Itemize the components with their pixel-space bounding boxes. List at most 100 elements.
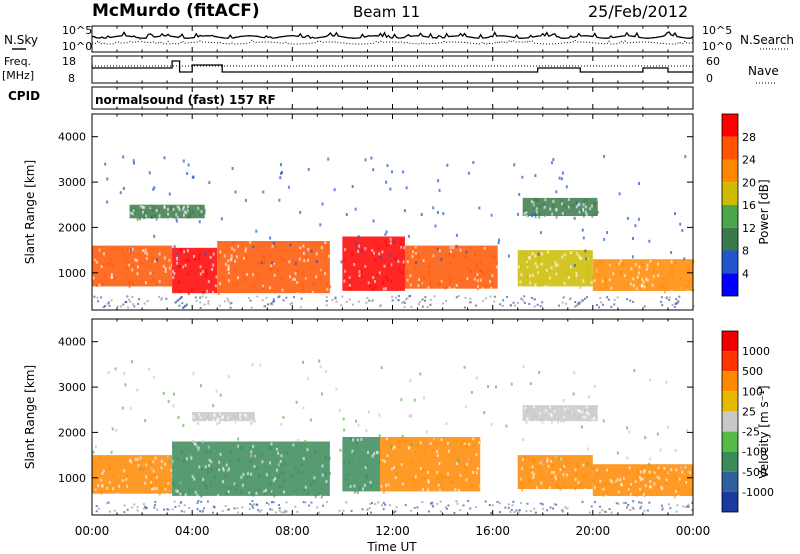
velocity-speckle: [204, 418, 207, 422]
velocity-scatter: [227, 375, 230, 379]
power-ground-scatter: [584, 297, 586, 300]
velocity-speckle: [546, 457, 549, 461]
power-speckle: [573, 273, 576, 277]
velocity-ground-scatter: [392, 511, 395, 514]
power-speckle: [111, 263, 114, 267]
velocity-speckle: [557, 420, 559, 424]
power-speckle: [183, 250, 186, 254]
velocity-speckle: [525, 420, 528, 424]
velocity-scatter: [302, 360, 305, 364]
velocity-speckle: [283, 479, 286, 483]
velocity-speckle: [166, 479, 169, 483]
velocity-scatter: [686, 429, 689, 433]
power-speckle: [400, 245, 403, 249]
power-speckle: [142, 249, 144, 253]
power-tick-label: 12: [742, 222, 756, 235]
velocity-speckle: [398, 439, 401, 443]
velocity-scatter: [304, 440, 307, 444]
power-scatter: [163, 156, 166, 160]
velocity-ground-scatter: [643, 509, 646, 512]
power-ground-scatter: [104, 305, 106, 307]
velocity-scatter: [529, 382, 532, 386]
velocity-ground-scatter: [507, 506, 510, 509]
velocity-speckle: [392, 446, 395, 450]
velocity-scatter: [129, 407, 132, 411]
power-speckle: [294, 277, 296, 281]
power-ground-scatter: [366, 297, 369, 299]
power-ground-scatter: [406, 297, 409, 300]
power-speckle: [619, 259, 622, 263]
power-speckle: [584, 215, 587, 219]
power-speckle: [662, 284, 665, 287]
velocity-ground-scatter: [196, 501, 199, 504]
power-ground-scatter: [455, 296, 458, 299]
velocity-speckle: [345, 477, 348, 481]
power-scatter: [234, 190, 237, 194]
velocity-ground-scatter: [188, 507, 191, 509]
velocity-speckle: [371, 454, 374, 458]
velocity-speckle: [380, 484, 383, 488]
power-speckle: [212, 252, 215, 256]
power-ground-scatter: [539, 305, 542, 308]
power-speckle: [145, 214, 147, 218]
power-speckle: [578, 254, 581, 258]
velocity-speckle: [108, 481, 111, 485]
velocity-speckle: [593, 416, 596, 420]
velocity-speckle: [532, 412, 535, 416]
power-scatter: [278, 198, 281, 202]
power-speckle: [153, 259, 156, 263]
velocity-speckle: [520, 477, 523, 481]
power-scatter: [540, 231, 542, 235]
power-speckle: [587, 269, 590, 273]
velocity-speckle: [434, 442, 437, 446]
velocity-ground-scatter: [275, 511, 278, 514]
velocity-speckle: [206, 419, 208, 423]
power-ground-scatter: [561, 301, 564, 304]
velocity-speckle: [547, 411, 550, 415]
velocity-scatter: [124, 383, 127, 387]
power-speckle: [179, 289, 182, 293]
velocity-ground-scatter: [284, 510, 287, 513]
velocity-ground-scatter: [304, 501, 307, 504]
velocity-speckle: [246, 475, 249, 479]
power-speckle: [428, 271, 431, 275]
power-speckle: [102, 252, 105, 256]
power-scatter: [637, 217, 640, 221]
velocity-speckle: [542, 414, 545, 418]
power-speckle: [136, 217, 139, 221]
velocity-speckle: [300, 463, 303, 467]
velocity-ground-scatter: [143, 507, 146, 510]
power-ground-scatter: [536, 303, 539, 306]
velocity-speckle: [620, 483, 623, 487]
velocity-speckle: [153, 487, 156, 490]
power-scatter: [534, 174, 537, 178]
velocity-frame: [721, 330, 739, 513]
velocity-speckle: [609, 479, 612, 483]
power-speckle: [167, 212, 170, 216]
velocity-ground-scatter: [539, 502, 542, 505]
velocity-speckle: [142, 467, 145, 471]
power-scatter: [585, 257, 588, 261]
power-ground-scatter: [270, 302, 273, 305]
velocity-ground-scatter: [525, 510, 528, 513]
velocity-scatter: [467, 458, 470, 462]
velocity-speckle: [213, 476, 216, 479]
power-speckle: [234, 259, 236, 263]
power-speckle: [437, 283, 440, 287]
power-ground-scatter: [132, 303, 135, 306]
power-ytick-label: 1000: [58, 267, 86, 280]
velocity-speckle: [456, 462, 458, 465]
velocity-speckle: [589, 418, 592, 422]
power-speckle: [452, 254, 455, 258]
velocity-scatter: [644, 436, 647, 440]
power-speckle: [155, 282, 158, 286]
noise-right-tick-bottom: 10^0: [702, 40, 732, 53]
power-speckle: [176, 216, 179, 220]
power-ground-scatter: [267, 303, 269, 306]
velocity-ground-scatter: [615, 502, 618, 505]
velocity-scatter: [251, 363, 254, 367]
power-speckle: [535, 207, 538, 211]
power-speckle: [544, 284, 547, 288]
power-speckle: [452, 288, 455, 292]
velocity-ground-scatter: [197, 500, 200, 502]
